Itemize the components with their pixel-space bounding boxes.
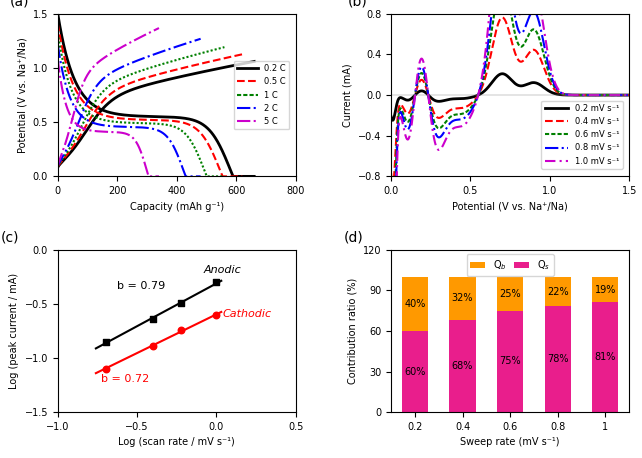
Text: 22%: 22% [547, 287, 569, 297]
Text: 19%: 19% [594, 284, 616, 294]
X-axis label: Log (scan rate / mV s⁻¹): Log (scan rate / mV s⁻¹) [118, 437, 235, 447]
Point [100, 365, 110, 372]
Bar [497, 277, 523, 311]
Text: (d): (d) [343, 230, 363, 245]
Y-axis label: Current (mA): Current (mA) [342, 63, 352, 127]
Legend: Q$_b$, Q$_s$: Q$_b$, Q$_s$ [467, 255, 553, 276]
Bar [402, 277, 428, 331]
Text: 60%: 60% [404, 366, 426, 376]
Y-axis label: Contribution ratio (%): Contribution ratio (%) [347, 278, 358, 384]
Bar [544, 306, 571, 412]
Y-axis label: Log (peak current / mA): Log (peak current / mA) [9, 273, 19, 389]
Text: 32%: 32% [452, 294, 473, 303]
Bar [593, 277, 618, 302]
Text: (c): (c) [1, 230, 19, 245]
Point [176, 327, 186, 334]
Text: Anodic: Anodic [204, 266, 241, 275]
Legend: 0.2 mV s⁻¹, 0.4 mV s⁻¹, 0.6 mV s⁻¹, 0.8 mV s⁻¹, 1.0 mV s⁻¹: 0.2 mV s⁻¹, 0.4 mV s⁻¹, 0.6 mV s⁻¹, 0.8 … [541, 101, 623, 169]
Text: 81%: 81% [594, 352, 616, 362]
Point [176, 300, 186, 307]
Text: 78%: 78% [547, 354, 568, 365]
Text: (b): (b) [348, 0, 368, 9]
Text: Cathodic: Cathodic [223, 309, 272, 319]
Y-axis label: Potential (V vs. Na⁺/Na): Potential (V vs. Na⁺/Na) [17, 37, 27, 153]
Text: 25%: 25% [499, 289, 521, 299]
Bar [497, 311, 523, 412]
Bar [449, 320, 476, 412]
Point [148, 315, 159, 322]
Text: 75%: 75% [499, 356, 521, 366]
Text: b = 0.72: b = 0.72 [101, 374, 149, 384]
Bar [449, 277, 476, 320]
Text: (a): (a) [10, 0, 30, 9]
Text: 40%: 40% [404, 299, 426, 309]
Point [211, 311, 221, 318]
Point [211, 278, 221, 286]
Bar [593, 302, 618, 412]
X-axis label: Capacity (mAh g⁻¹): Capacity (mAh g⁻¹) [130, 202, 224, 212]
Text: b = 0.79: b = 0.79 [116, 281, 165, 290]
Text: 68%: 68% [452, 361, 473, 371]
Bar [544, 277, 571, 306]
Point [148, 342, 159, 349]
X-axis label: Sweep rate (mV s⁻¹): Sweep rate (mV s⁻¹) [460, 437, 560, 447]
Bar [402, 331, 428, 412]
Point [100, 338, 110, 346]
X-axis label: Potential (V vs. Na⁺/Na): Potential (V vs. Na⁺/Na) [452, 202, 568, 212]
Legend: 0.2 C, 0.5 C, 1 C, 2 C, 5 C: 0.2 C, 0.5 C, 1 C, 2 C, 5 C [234, 61, 290, 129]
